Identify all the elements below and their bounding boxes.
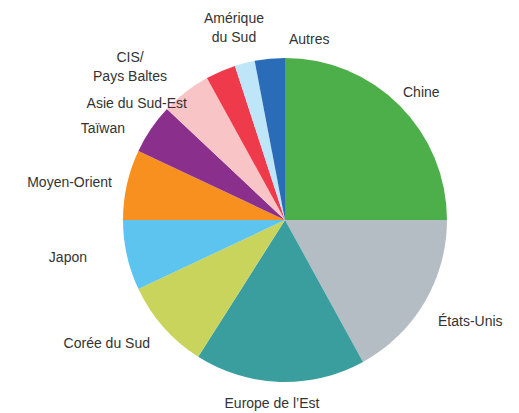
slice-label: Corée du Sud [64, 335, 150, 351]
labels: Chine États-Unis Europe de l’Est Corée du S… [27, 10, 502, 411]
slice-label: Autres [289, 31, 329, 47]
slice-label: Moyen-Orient [27, 174, 112, 190]
slice-label: Asie du Sud-Est [87, 95, 187, 111]
pie-slice [285, 58, 447, 220]
pie-slice [123, 220, 285, 289]
slice-label: Japon [49, 249, 87, 265]
slice-label: CIS/Pays Baltes [93, 49, 167, 84]
chart-container: Chine États-Unis Europe de l’Est Corée du S… [0, 0, 519, 413]
slice-label: États-Unis [438, 313, 503, 329]
slice-label: Europe de l’Est [225, 395, 320, 411]
slice-label: Chine [403, 84, 440, 100]
slice-label: Taïwan [81, 120, 125, 136]
pie-slice [255, 58, 285, 220]
slice-label: Amériquedu Sud [204, 10, 264, 45]
pie-chart: Chine États-Unis Europe de l’Est Corée du S… [0, 0, 519, 413]
